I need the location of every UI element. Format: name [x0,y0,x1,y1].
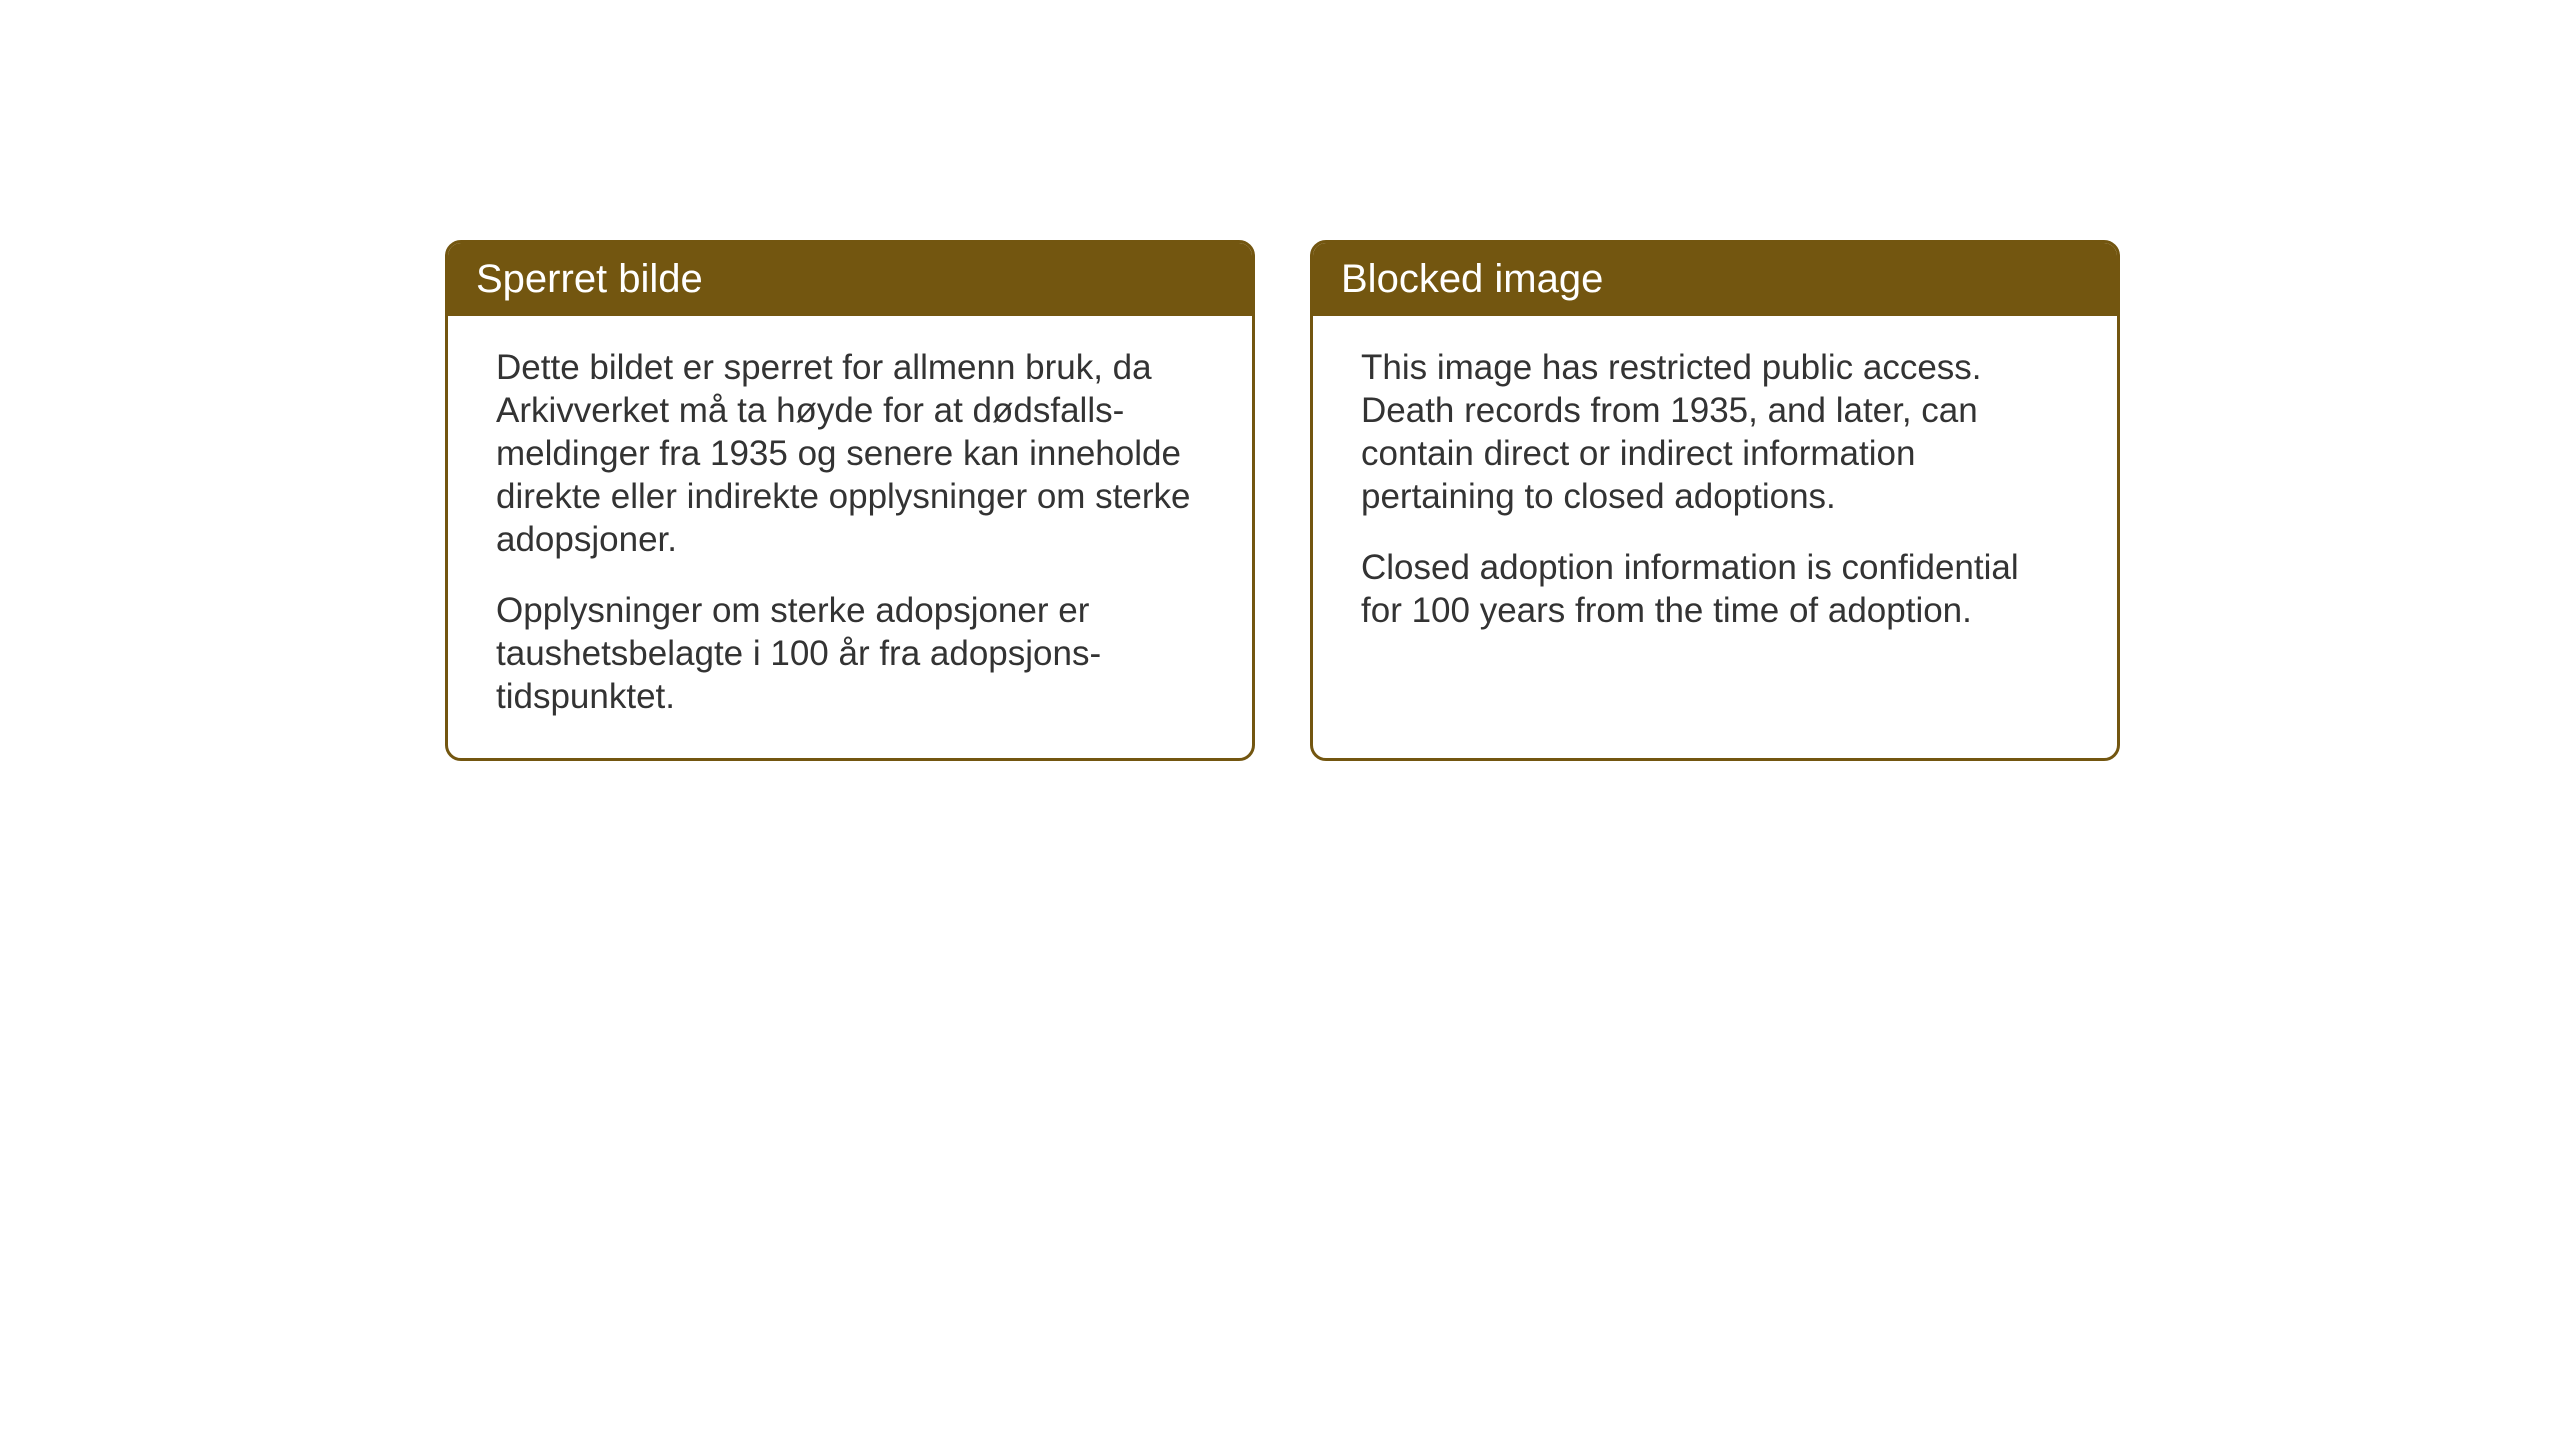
card-paragraph-norwegian-1: Dette bildet er sperret for allmenn bruk… [496,346,1204,561]
notice-card-norwegian: Sperret bilde Dette bildet er sperret fo… [445,240,1255,761]
card-body-english: This image has restricted public access.… [1313,316,2117,672]
card-title-english: Blocked image [1341,257,1603,301]
card-body-norwegian: Dette bildet er sperret for allmenn bruk… [448,316,1252,758]
card-header-norwegian: Sperret bilde [448,243,1252,316]
notice-cards-container: Sperret bilde Dette bildet er sperret fo… [445,240,2120,761]
card-title-norwegian: Sperret bilde [476,257,703,301]
card-header-english: Blocked image [1313,243,2117,316]
notice-card-english: Blocked image This image has restricted … [1310,240,2120,761]
card-paragraph-english-2: Closed adoption information is confident… [1361,546,2069,632]
card-paragraph-norwegian-2: Opplysninger om sterke adopsjoner er tau… [496,589,1204,718]
card-paragraph-english-1: This image has restricted public access.… [1361,346,2069,518]
